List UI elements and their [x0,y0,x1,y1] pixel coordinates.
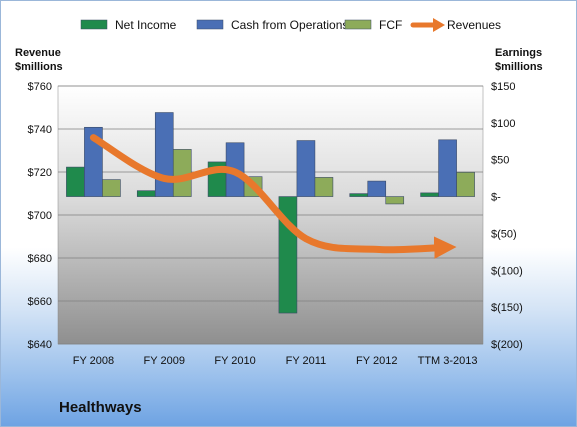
bar-fcf [172,149,192,197]
bar-fcf [102,179,121,197]
x-tick-label: FY 2012 [356,355,397,367]
legend-swatch [344,19,372,30]
x-tick-label: TTM 3-2013 [418,355,478,367]
right-axis-title-line1: Earnings [495,47,543,59]
legend-label: Revenues [447,18,501,32]
legend-swatch [80,19,108,30]
legend-swatch [196,19,224,30]
bar-cash-from-operations [296,140,316,197]
right-axis-title: Earnings $millions [495,46,565,74]
right-tick-label: $(200) [491,339,523,351]
bar-fcf [456,171,475,197]
x-tick-label: FY 2008 [73,355,114,367]
bar-net-income [66,166,85,197]
legend: Net Income Cash from Operations FCF Revenue… [80,18,501,32]
left-tick-label: $660 [28,296,52,308]
legend-label: Net Income [115,18,177,32]
x-tick-label: FY 2009 [144,355,185,367]
left-axis-title-line1: Revenue [15,47,61,59]
legend-label: Cash from Operations [231,18,348,32]
x-tick-label: FY 2011 [286,355,327,367]
right-axis-title-line2: $millions [495,61,543,73]
bar-cash-from-operations [367,180,387,197]
x-tick-label: FY 2010 [214,355,255,367]
bar-cash-from-operations [154,112,174,197]
bar-fcf [385,196,405,205]
right-tick-label: $50 [491,155,509,167]
bar-cash-from-operations [438,139,457,197]
bar-net-income [349,193,369,197]
left-tick-label: $640 [28,339,52,351]
bar-fcf [314,177,334,197]
tick-labels: $640 $660 $680 $700 $720 $740 $760 $(200) $(150)… [28,81,523,367]
left-tick-label: $760 [28,81,52,93]
legend-label: FCF [379,18,402,32]
left-axis-title: Revenue $millions [15,46,85,74]
left-tick-label: $720 [28,167,52,179]
left-tick-label: $740 [28,124,52,136]
right-tick-label: $(50) [491,228,517,240]
right-tick-label: $150 [491,81,515,93]
right-tick-label: $(150) [491,302,523,314]
chart-title: Healthways [59,399,142,416]
bar-net-income [136,190,156,197]
gridlines [58,85,483,345]
line-layer [89,134,457,259]
right-tick-label: $(100) [491,265,523,277]
left-tick-label: $680 [28,253,52,265]
left-tick-label: $700 [28,210,52,222]
right-tick-label: $- [491,192,501,204]
revenues-line [89,134,457,259]
legend-swatch-arrow [433,18,445,32]
right-tick-label: $100 [491,118,515,130]
left-axis-title-line2: $millions [15,61,63,73]
bar-net-income [420,192,439,197]
